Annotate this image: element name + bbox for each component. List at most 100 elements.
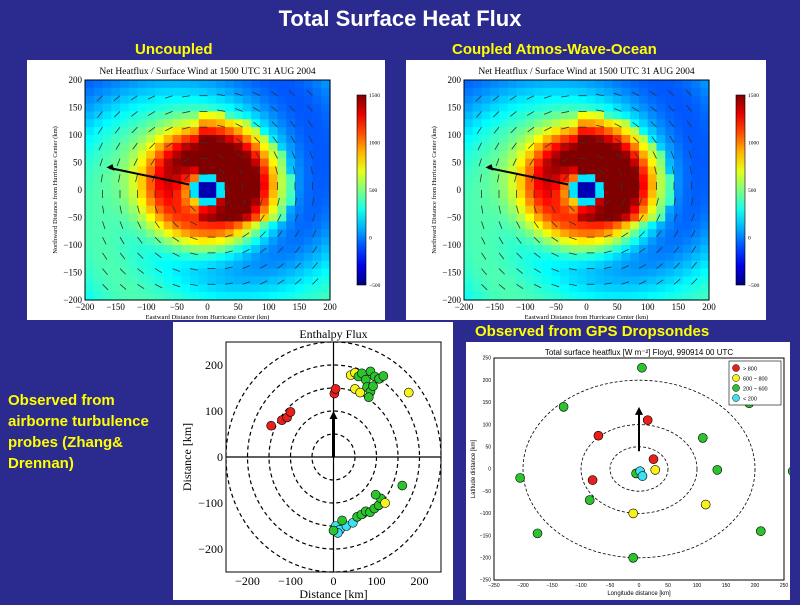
heatmap-cell bbox=[560, 95, 570, 105]
heatmap-cell bbox=[630, 252, 640, 262]
heatmap-cell bbox=[260, 190, 270, 199]
heatmap-cell bbox=[85, 205, 95, 215]
wind-vector bbox=[498, 252, 505, 260]
heatmap-cell bbox=[621, 119, 631, 128]
heatmap-cell bbox=[268, 166, 279, 175]
heatmap-cell bbox=[85, 260, 95, 270]
heatmap-cell bbox=[216, 190, 226, 199]
heatmap-cell bbox=[560, 276, 570, 285]
heatmap-cell bbox=[464, 260, 474, 270]
heatmap-cell bbox=[111, 80, 121, 89]
heatmap-cell bbox=[682, 268, 693, 278]
heatmap-cell bbox=[534, 221, 544, 230]
heatmap-cell bbox=[639, 284, 649, 293]
heatmap-cell bbox=[472, 205, 483, 215]
heatmap-cell bbox=[516, 276, 526, 285]
heatmap-cell bbox=[691, 150, 701, 160]
heatmap-cell bbox=[268, 268, 279, 278]
heatmap-cell bbox=[630, 197, 640, 207]
heatmap-cell bbox=[137, 142, 147, 152]
heatmap-cell bbox=[516, 80, 526, 89]
heatmap-cell bbox=[233, 245, 244, 254]
heatmap-cell bbox=[542, 190, 553, 199]
heatmap-cell bbox=[569, 292, 579, 301]
heatmap-cell bbox=[481, 252, 491, 262]
heatmap-cell bbox=[516, 95, 526, 105]
heatmap-cell bbox=[525, 221, 535, 230]
wind-vector bbox=[137, 283, 145, 290]
heatmap-cell bbox=[595, 252, 605, 262]
heatmap-cell bbox=[700, 229, 710, 238]
heatmap-cell bbox=[295, 190, 305, 199]
heatmap-cell bbox=[268, 87, 279, 97]
heatmap-cell bbox=[577, 87, 588, 97]
heatmap-cell bbox=[207, 252, 217, 262]
y-axis-label: Latitude distance [km] bbox=[471, 439, 477, 498]
heatmap-cell bbox=[233, 292, 244, 301]
heatmap-cell bbox=[682, 95, 693, 105]
wind-vector bbox=[495, 158, 500, 167]
x-tick-label: 200 bbox=[411, 574, 429, 588]
heatmap-cell bbox=[102, 135, 112, 144]
heatmap-cell bbox=[111, 142, 121, 152]
y-tick-label: 0 bbox=[78, 185, 83, 195]
wind-vector bbox=[119, 268, 126, 275]
data-point bbox=[637, 471, 648, 481]
heatmap-cell bbox=[481, 127, 491, 136]
heatmap-cell bbox=[612, 135, 623, 144]
heatmap-cell bbox=[163, 229, 174, 238]
heatmap-cell bbox=[665, 205, 675, 215]
heatmap-cell bbox=[586, 276, 596, 285]
heatmap-cell bbox=[691, 103, 701, 113]
wind-vector bbox=[516, 252, 523, 259]
heatmap-cell bbox=[656, 284, 666, 293]
heatmap-cell bbox=[534, 213, 544, 223]
heatmap-cell bbox=[507, 174, 518, 183]
wind-vector bbox=[668, 120, 675, 128]
wind-vector bbox=[217, 94, 226, 97]
heatmap-cell bbox=[277, 87, 287, 97]
heatmap-cell bbox=[321, 245, 331, 254]
heatmap-cell bbox=[155, 166, 165, 175]
wind-vector bbox=[102, 221, 106, 230]
heatmap-cell bbox=[312, 221, 322, 230]
wind-vector bbox=[172, 221, 179, 228]
y-tick-label: −200 bbox=[442, 295, 461, 305]
heatmap-cell bbox=[682, 221, 693, 230]
heatmap-cell bbox=[242, 87, 252, 97]
heatmap-cell bbox=[542, 245, 553, 254]
heatmap-cell bbox=[700, 103, 710, 113]
heatmap-cell bbox=[260, 268, 270, 278]
heatmap-cell bbox=[604, 182, 614, 191]
heatmap-cell bbox=[146, 182, 156, 191]
heatmap-cell bbox=[303, 229, 314, 238]
heatmap-cell bbox=[542, 111, 553, 120]
heatmap-cell bbox=[163, 87, 174, 97]
enthalpy-flux-chart: Enthalpy Flux−200 −100 0 100 2002001000−100−… bbox=[180, 327, 442, 601]
heatmap-cell bbox=[102, 95, 112, 105]
heatmap-cell bbox=[507, 150, 518, 160]
heatmap-cell bbox=[242, 205, 252, 215]
heatmap-cell bbox=[639, 158, 649, 168]
heatmap-cell bbox=[225, 252, 235, 262]
heatmap-cell bbox=[198, 221, 209, 230]
wind-vector bbox=[132, 142, 138, 150]
heatmap-cell bbox=[577, 158, 588, 168]
heatmap-cell bbox=[490, 182, 500, 191]
heatmap-cell bbox=[682, 103, 693, 113]
heatmap-cell bbox=[639, 197, 649, 207]
heatmap-cell bbox=[251, 158, 261, 168]
wind-vector bbox=[516, 236, 522, 244]
heatmap-cell bbox=[260, 252, 270, 262]
legend-label: < 200 bbox=[743, 397, 757, 403]
legend-label: 600 ~ 800 bbox=[743, 377, 768, 383]
heatmap-cell bbox=[190, 237, 200, 246]
heatmap-cell bbox=[674, 292, 684, 301]
heatmap-cell bbox=[621, 127, 631, 136]
heatmap-cell bbox=[595, 135, 605, 144]
heatmap-cell bbox=[128, 119, 139, 128]
storm-motion-arrowhead bbox=[329, 411, 338, 419]
heatmap-cell bbox=[665, 237, 675, 246]
x-tick-label: 0 bbox=[584, 302, 589, 312]
heatmap-cell bbox=[128, 260, 139, 270]
